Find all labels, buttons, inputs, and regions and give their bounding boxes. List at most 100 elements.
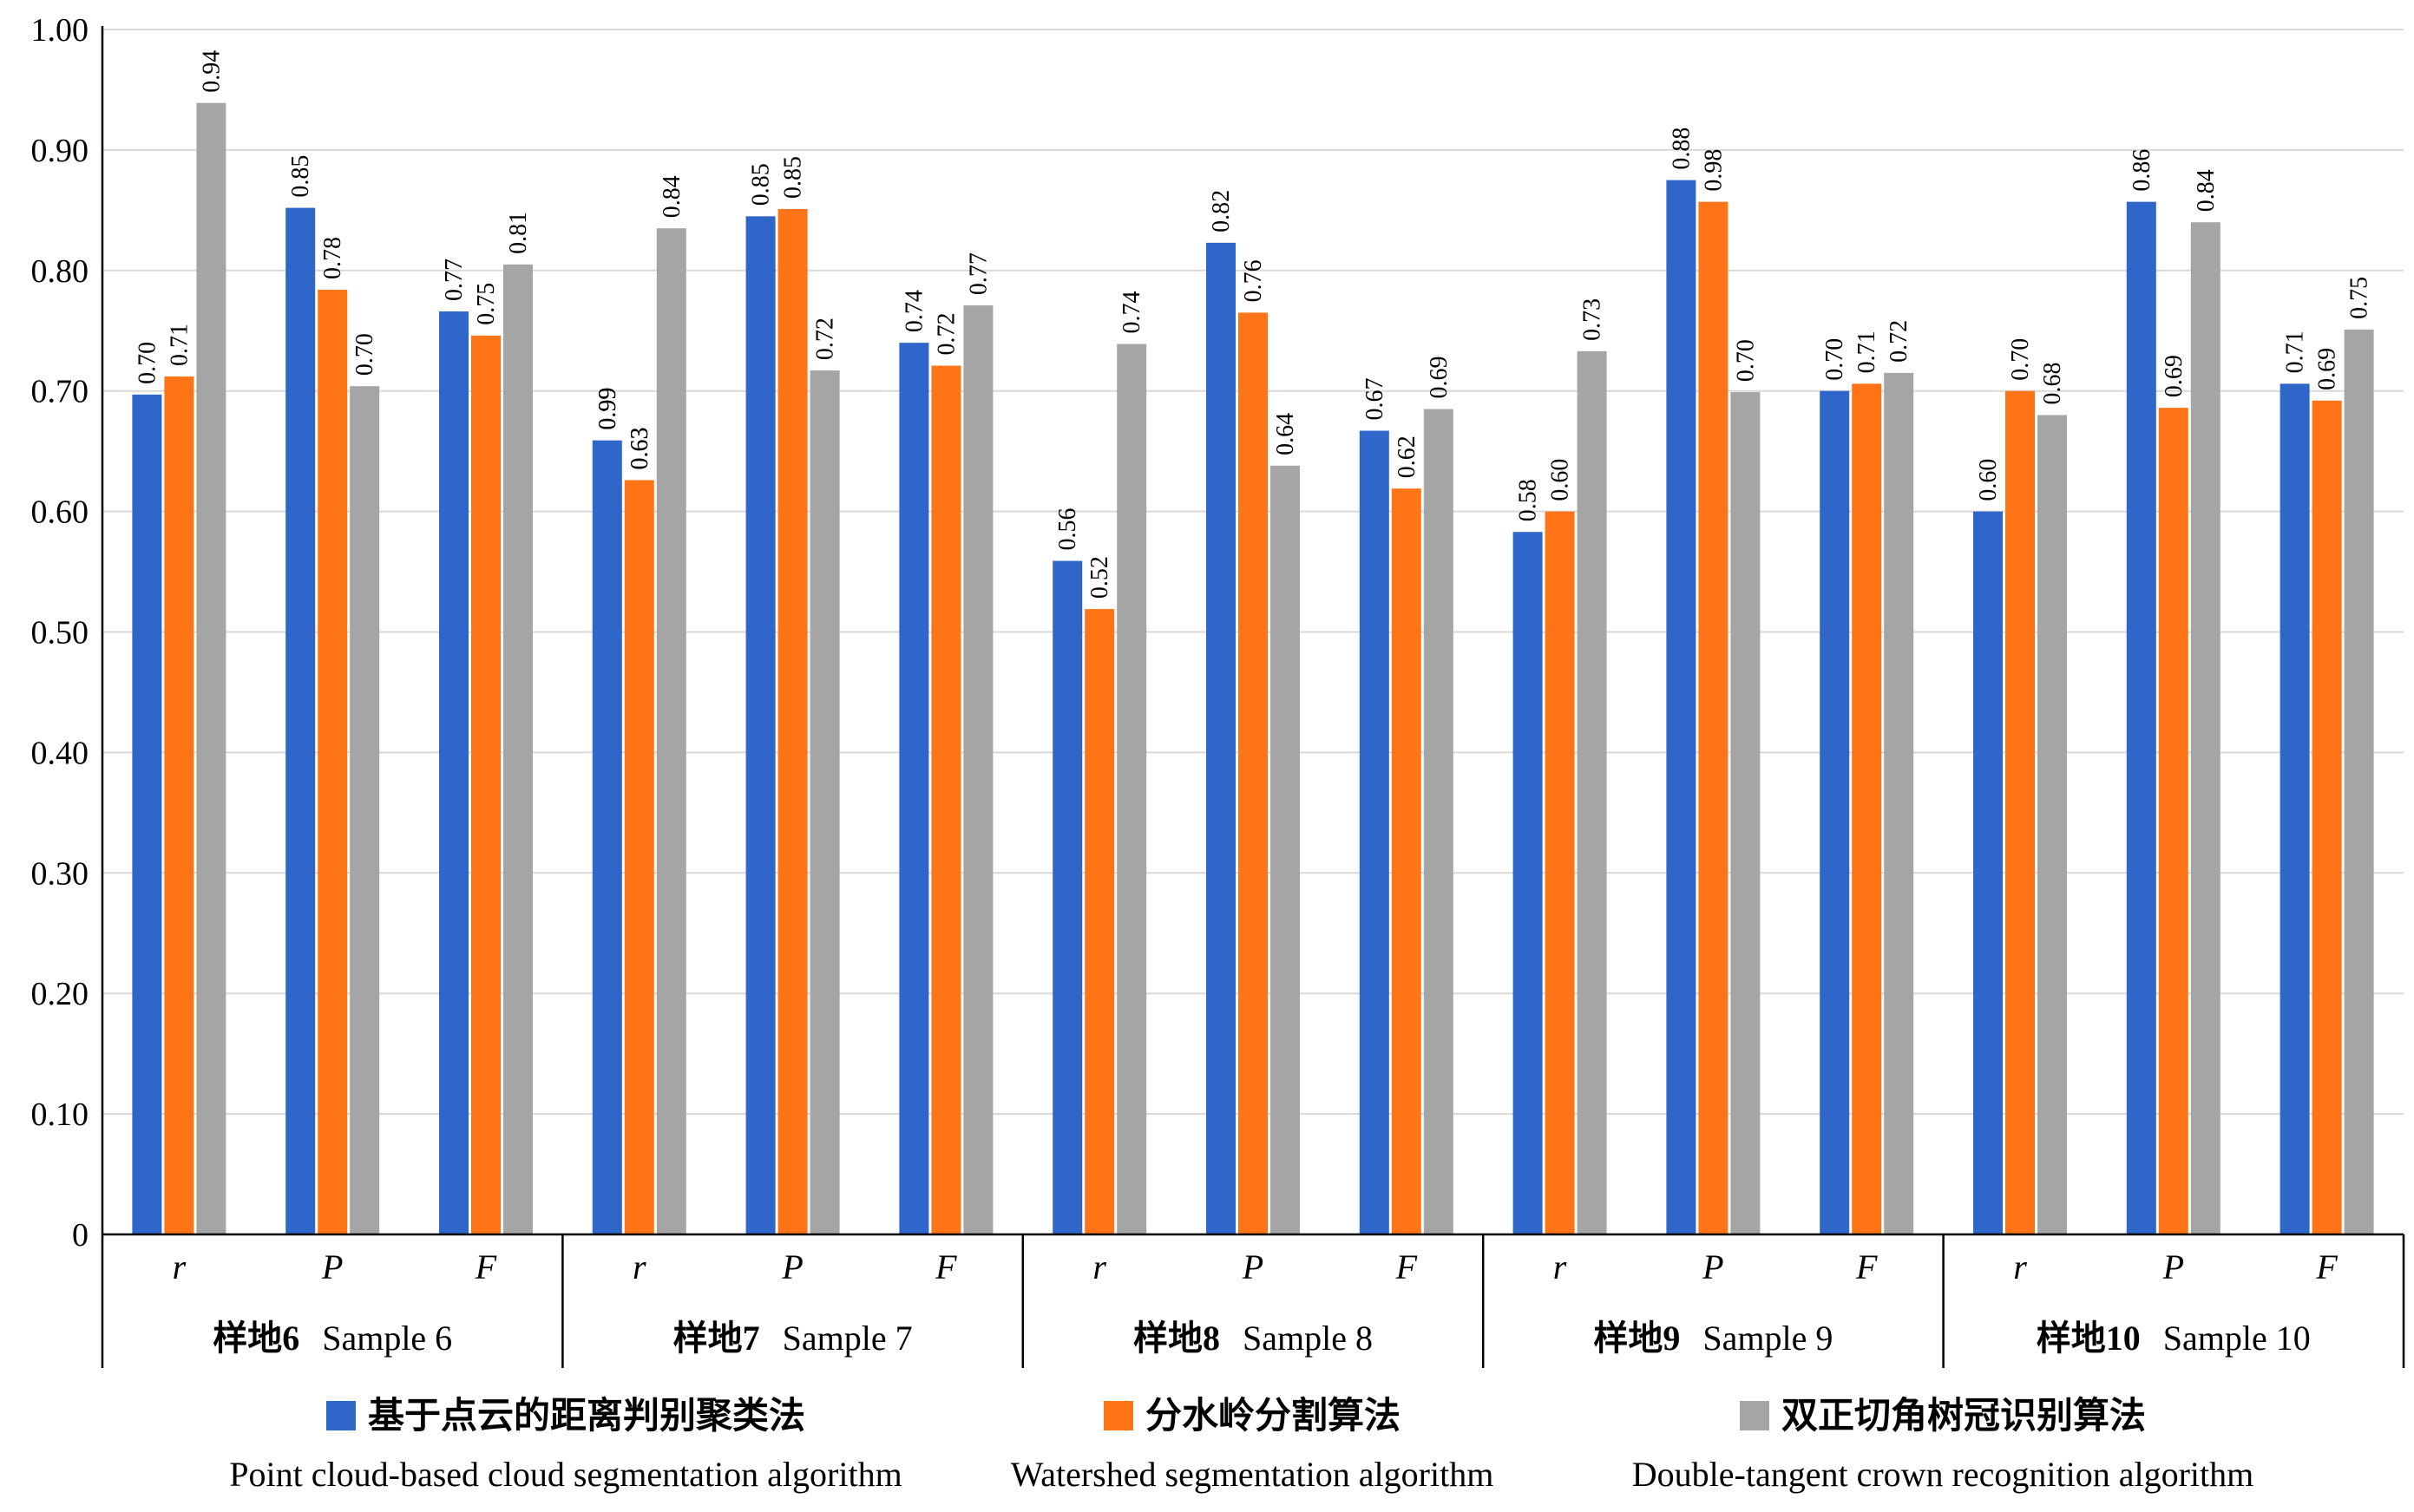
data-label: 0.74: [901, 290, 928, 332]
bar: [1577, 350, 1607, 1234]
bar: [656, 228, 686, 1234]
data-label: 0.77: [965, 252, 992, 295]
category-axis: r P F 样地6 Sample 6 r P F 样地7 Sample 7 r P F 样地8 Sample…: [101, 1234, 2405, 1368]
data-labels: 0.70 0.85 0.77 0.99 0.85 0.74 0.56 0.82 0.67 0.58…: [134, 50, 2372, 599]
data-label: 0.99: [594, 388, 621, 430]
metric-label: P: [1242, 1247, 1263, 1286]
bar: [2344, 329, 2374, 1235]
group-label-cn: 样地9: [1593, 1319, 1680, 1358]
bar: [1423, 409, 1453, 1234]
y-tick-label: 0.50: [31, 615, 89, 651]
group-label-cn: 样地7: [673, 1319, 760, 1358]
data-label: 0.74: [1118, 291, 1145, 334]
bar: [2005, 390, 2035, 1234]
y-tick-label: 1.00: [31, 12, 89, 49]
bar: [899, 343, 929, 1234]
data-label: 0.72: [812, 317, 839, 360]
data-label: 0.84: [2193, 169, 2220, 212]
bar: [1884, 372, 1914, 1234]
bar: [810, 370, 840, 1234]
y-tick-label: 0.30: [31, 855, 89, 892]
data-label: 0.75: [2346, 277, 2373, 319]
bar: [2037, 415, 2067, 1235]
group-label-en: Sample 6: [322, 1319, 452, 1358]
metric-label: F: [475, 1247, 497, 1286]
data-label: 0.58: [1515, 479, 1542, 521]
metric-label: r: [1553, 1247, 1567, 1286]
data-label: 0.52: [1086, 556, 1113, 599]
data-label: 0.75: [473, 283, 500, 325]
legend-label-cn: 分水岭分割算法: [1145, 1396, 1401, 1437]
legend-swatch: [1740, 1401, 1769, 1430]
data-label: 0.70: [134, 342, 161, 384]
bar: [1053, 560, 1083, 1234]
y-tick-label: 0.80: [31, 253, 89, 290]
data-label: 0.70: [1821, 338, 1848, 381]
bar: [1238, 312, 1268, 1234]
group-label-en: Sample 8: [1243, 1319, 1373, 1358]
data-label: 0.72: [933, 313, 960, 356]
bar: [503, 264, 533, 1235]
bar: [592, 440, 622, 1234]
group-label: 样地8 Sample 8: [1133, 1319, 1373, 1358]
group-label-cn: 样地8: [1133, 1319, 1220, 1358]
legend-label-cn: 双正切角树冠识别算法: [1781, 1396, 2146, 1437]
metric-label: r: [1092, 1247, 1106, 1286]
data-label: 0.68: [2039, 362, 2066, 404]
bar: [1666, 180, 1696, 1234]
bar: [745, 216, 776, 1234]
bar: [471, 335, 501, 1234]
legend-label-en: Point cloud-based cloud segmentation alg…: [229, 1455, 902, 1494]
data-label: 0.60: [1547, 459, 1574, 501]
bar: [2158, 408, 2188, 1234]
data-label: 0.62: [1394, 435, 1420, 478]
legend-swatch: [326, 1401, 356, 1430]
bar: [164, 376, 194, 1235]
metric-label: P: [2162, 1247, 2184, 1286]
group-label-cn: 样地10: [2037, 1319, 2141, 1358]
data-label: 0.72: [1886, 320, 1912, 363]
y-tick-label: 0.20: [31, 976, 89, 1012]
group-label: 样地10 Sample 10: [2037, 1319, 2311, 1358]
bar: [318, 290, 348, 1235]
data-label: 0.98: [1700, 149, 1727, 192]
data-label: 0.88: [1668, 128, 1695, 170]
bar: [777, 208, 808, 1235]
bar: [1852, 383, 1882, 1235]
bar: [1545, 511, 1575, 1234]
bar: [1512, 532, 1543, 1234]
y-tick-label: 0.10: [31, 1096, 89, 1133]
bar: [1973, 511, 2003, 1234]
data-label: 0.71: [166, 324, 193, 366]
bar: [2190, 222, 2220, 1234]
data-label: 0.85: [287, 155, 314, 198]
data-label: 0.76: [1240, 259, 1267, 302]
bars: [132, 102, 2374, 1235]
bar: [2312, 400, 2342, 1234]
metric-label: r: [2013, 1247, 2027, 1286]
y-tick-label: 0.40: [31, 735, 89, 771]
bar: [132, 394, 162, 1234]
bar: [439, 311, 469, 1234]
data-label: 0.67: [1361, 378, 1388, 421]
legend: 基于点云的距离判别聚类法 Point cloud-based cloud segm…: [229, 1396, 2253, 1494]
data-label: 0.70: [351, 333, 378, 376]
metric-label: P: [781, 1247, 803, 1286]
bar: [1359, 430, 1389, 1234]
metric-label: P: [1702, 1247, 1723, 1286]
bar: [1270, 465, 1300, 1234]
metric-label: r: [173, 1247, 187, 1286]
data-label: 0.70: [2007, 338, 2034, 381]
group-label: 样地9 Sample 9: [1593, 1319, 1833, 1358]
metric-label: r: [633, 1247, 646, 1286]
data-label: 0.77: [441, 259, 468, 301]
data-label: 0.63: [626, 427, 653, 469]
legend-label-en: Double-tangent crown recognition algorit…: [1632, 1455, 2253, 1494]
data-label: 0.81: [505, 212, 532, 254]
legend-label-en: Watershed segmentation algorithm: [1011, 1455, 1494, 1494]
y-tick-label: 0: [72, 1217, 89, 1253]
data-label: 0.60: [1975, 459, 2002, 501]
data-label: 0.69: [2161, 355, 2188, 397]
group-label-en: Sample 10: [2163, 1319, 2311, 1358]
bar: [1820, 390, 1850, 1234]
